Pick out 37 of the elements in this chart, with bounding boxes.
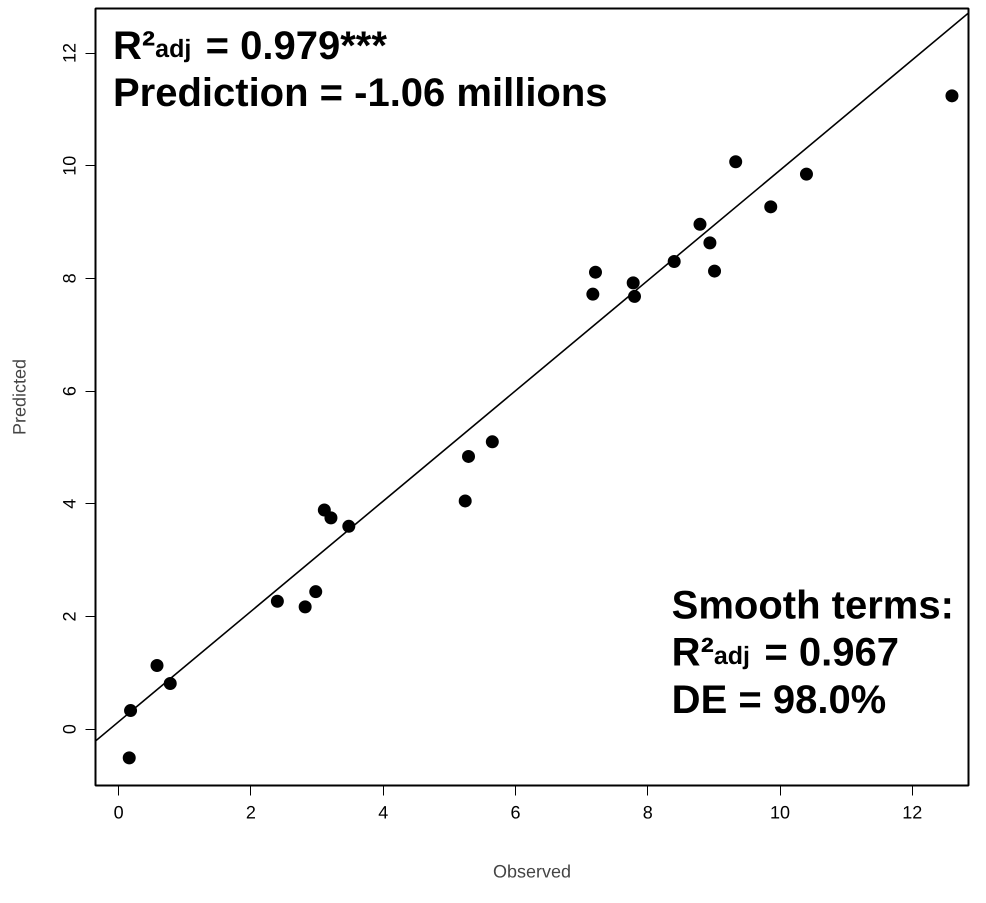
point — [703, 236, 716, 250]
x-tick-label: 0 — [114, 802, 124, 822]
x-tick-label: 10 — [770, 802, 790, 822]
point — [800, 168, 813, 181]
annotation: R²adj = 0.979*** Prediction = -1.06 millions — [112, 24, 608, 116]
point — [309, 585, 322, 598]
point — [708, 264, 722, 278]
point — [150, 658, 164, 672]
y-tick-label: 8 — [60, 273, 80, 284]
point — [626, 276, 640, 290]
point — [486, 435, 499, 448]
y-tick-label: 4 — [60, 498, 80, 509]
point — [270, 594, 284, 608]
point — [945, 89, 958, 102]
y-tick-label: 2 — [60, 611, 80, 622]
point — [122, 751, 136, 764]
y-tick-label: 6 — [60, 386, 80, 396]
y-tick-label: 12 — [60, 42, 80, 64]
point — [693, 218, 706, 231]
point — [764, 200, 778, 214]
point — [586, 288, 600, 301]
y-tick-label: 0 — [60, 724, 80, 734]
point — [298, 600, 312, 614]
point — [458, 494, 472, 508]
x-axis-title: Observed — [492, 862, 572, 882]
point — [729, 155, 742, 168]
y-axis-title: Predicted — [10, 358, 30, 436]
x-tick-label: 2 — [246, 802, 256, 822]
x-tick-label: 6 — [510, 802, 520, 822]
point — [462, 450, 476, 463]
x-tick-label: 8 — [642, 802, 653, 822]
x-tick-label: 4 — [378, 802, 388, 822]
point — [324, 511, 338, 524]
y-tick-label: 10 — [60, 156, 80, 176]
annotation: Smooth terms: R²adj = 0.967 DE = 98.0% — [672, 583, 954, 722]
point — [588, 266, 602, 279]
x-tick-label: 12 — [902, 802, 922, 822]
